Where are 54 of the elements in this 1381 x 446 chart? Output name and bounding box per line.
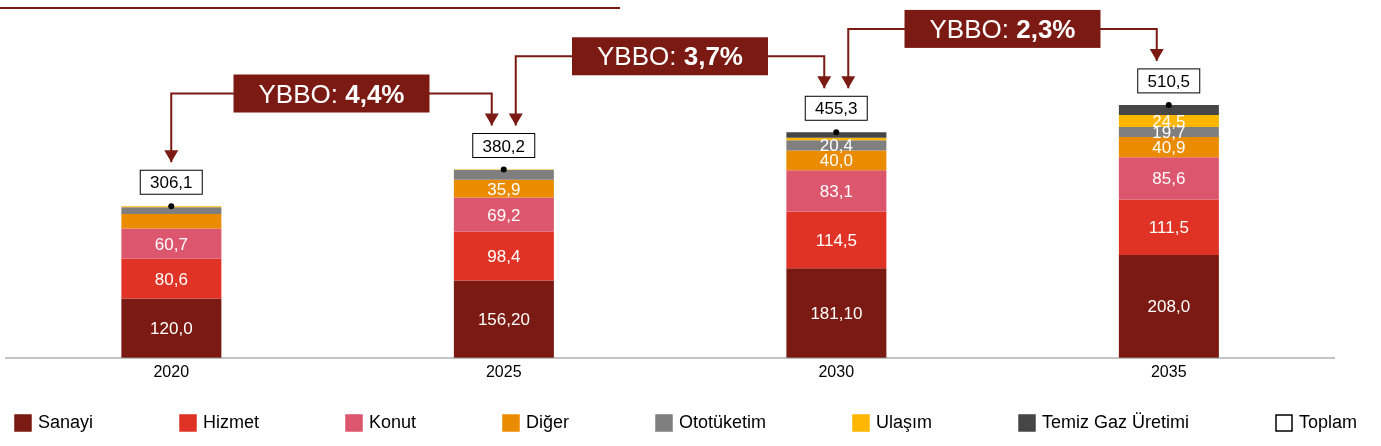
data-label: 60,7 xyxy=(154,234,188,254)
bar xyxy=(786,170,887,212)
bar xyxy=(453,280,554,358)
bar xyxy=(121,207,222,215)
data-label: 181,10 xyxy=(810,304,863,324)
data-label: 83,1 xyxy=(819,181,853,201)
legend-label: Hizmet xyxy=(203,412,260,433)
data-label: 69,2 xyxy=(487,205,521,225)
bar xyxy=(786,132,887,138)
bar xyxy=(453,197,554,232)
bar xyxy=(1118,157,1219,200)
point xyxy=(833,129,840,136)
x-tick-label: 2020 xyxy=(153,363,190,381)
data-label: 111,5 xyxy=(1148,218,1189,238)
bar xyxy=(786,211,887,269)
data-label: 98,4 xyxy=(487,247,521,267)
point xyxy=(1165,101,1172,108)
data-label: 120,0 xyxy=(150,319,193,339)
data-label: 35,9 xyxy=(487,179,521,199)
point xyxy=(500,166,507,173)
x-tick-label: 2035 xyxy=(1150,363,1187,381)
legend-label: Sanayi xyxy=(38,412,94,433)
bar xyxy=(121,214,222,229)
bar xyxy=(453,170,554,180)
legend-label: Ototüketim xyxy=(679,412,767,433)
legend-label: Diğer xyxy=(526,412,570,433)
annotation: YBBO: 2,3% xyxy=(929,13,1076,44)
bar xyxy=(786,268,887,358)
data-label: 156,20 xyxy=(477,310,530,330)
annotation: YBBO: 3,7% xyxy=(597,41,743,72)
data-label: 208,0 xyxy=(1147,297,1191,317)
data-label: 306,1 xyxy=(149,173,193,193)
point xyxy=(168,203,175,210)
data-label: 510,5 xyxy=(1147,71,1191,91)
bar xyxy=(121,228,222,259)
bar xyxy=(1118,104,1219,115)
bar xyxy=(121,258,222,299)
legend-label: Toplam xyxy=(1298,412,1357,433)
data-label: 80,6 xyxy=(154,269,188,289)
x-tick-label: 2030 xyxy=(818,363,855,381)
data-label: 380,2 xyxy=(482,136,526,156)
data-label: 85,6 xyxy=(1152,169,1186,189)
annotation: YBBO: 4,4% xyxy=(258,78,405,109)
bar xyxy=(121,298,222,358)
legend-label: Ulaşım xyxy=(876,412,933,433)
data-label: 455,3 xyxy=(814,99,858,119)
bar xyxy=(1118,254,1219,358)
x-tick-label: 2025 xyxy=(485,363,522,381)
legend-label: Konut xyxy=(369,412,417,433)
data-label: 20,4 xyxy=(819,136,853,156)
bar xyxy=(1118,199,1219,255)
legend-label: Temiz Gaz Üretimi xyxy=(1041,412,1189,433)
bar xyxy=(453,231,554,281)
data-label: 114,5 xyxy=(815,230,858,250)
